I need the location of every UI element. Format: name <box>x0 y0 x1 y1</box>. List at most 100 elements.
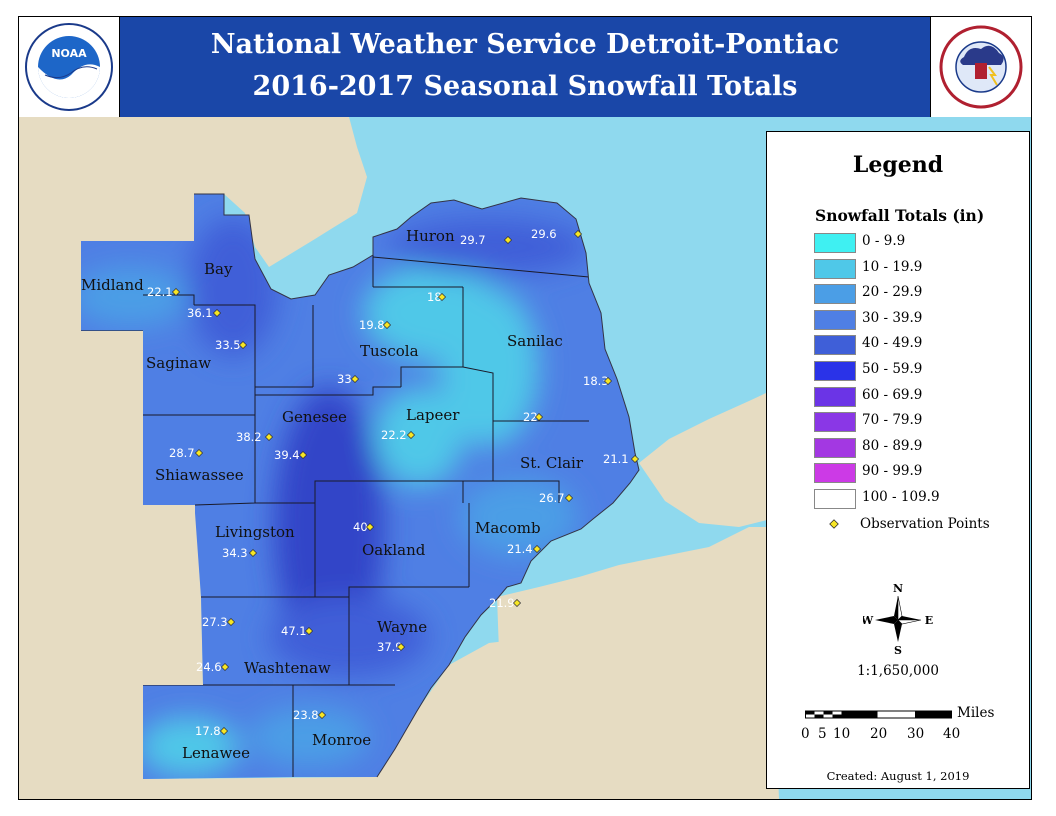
snowfall-value: 29.6 <box>531 227 557 241</box>
legend-label: 100 - 109.9 <box>862 489 940 505</box>
observation-marker <box>564 493 574 503</box>
legend-label: 80 - 89.9 <box>862 437 923 454</box>
observation-point: 36.1 <box>187 306 222 320</box>
legend-swatch <box>814 437 856 458</box>
county-label: Tuscola <box>360 342 419 360</box>
scale-tick-label: 10 <box>833 726 851 742</box>
snowfall-value: 47.1 <box>281 624 307 638</box>
observation-marker <box>298 450 308 460</box>
scale-unit: Miles <box>957 705 995 721</box>
svg-text:S: S <box>894 644 902 656</box>
snowfall-value: 33.5 <box>215 338 241 352</box>
observation-point: 26.7 <box>539 491 574 505</box>
svg-text:W: W <box>863 614 874 627</box>
observation-point: 29.7 <box>460 233 513 247</box>
observation-marker <box>220 662 230 672</box>
county-label: Midland <box>81 276 144 294</box>
legend-swatch <box>814 489 856 509</box>
compass-rose-icon: N S W E <box>863 582 933 656</box>
county-label: Bay <box>204 260 233 278</box>
scale-tick-label: 0 <box>801 726 810 742</box>
legend-label: 10 - 19.9 <box>862 258 923 275</box>
county-label: Macomb <box>475 519 541 537</box>
observation-marker <box>396 642 406 652</box>
observation-marker <box>503 235 513 245</box>
snowfall-value: 21.1 <box>603 452 629 466</box>
observation-point: 28.7 <box>169 446 204 460</box>
svg-text:E: E <box>925 614 933 627</box>
observation-marker <box>317 710 327 720</box>
snowfall-value: 38.2 <box>236 430 262 444</box>
observation-marker <box>382 320 392 330</box>
snowfall-value: 24.6 <box>196 660 222 674</box>
snowfall-value: 21.4 <box>507 542 533 556</box>
observation-marker <box>350 374 360 384</box>
county-label: Washtenaw <box>244 659 331 677</box>
observation-marker <box>171 287 181 297</box>
snowfall-value: 18 <box>427 290 442 304</box>
snowfall-value: 17.8 <box>195 724 221 738</box>
legend-label: 0 - 9.9 <box>862 233 906 249</box>
observation-point: 21.4 <box>507 542 542 556</box>
observation-point: 17.8 <box>195 724 229 738</box>
legend-swatch <box>814 412 856 433</box>
snowfall-value: 23.8 <box>293 708 319 722</box>
land <box>639 387 779 527</box>
observation-point: 29.6 <box>531 227 583 241</box>
observation-marker <box>603 376 613 386</box>
legend-subtitle: Snowfall Totals (in) <box>815 206 985 225</box>
observation-marker <box>226 617 236 627</box>
county-label: Wayne <box>377 618 427 636</box>
county-label: Monroe <box>312 731 371 749</box>
observation-marker <box>248 548 258 558</box>
legend-label: 40 - 49.9 <box>862 335 923 352</box>
scale-tick-label: 5 <box>818 726 827 742</box>
legend-label: 60 - 69.9 <box>862 386 923 403</box>
legend-swatch <box>814 361 856 381</box>
observation-marker <box>365 522 375 532</box>
observation-marker <box>512 598 522 608</box>
snowfall-value: 22 <box>523 410 538 424</box>
legend-swatch <box>814 335 856 356</box>
scale-tick-label: 30 <box>907 726 925 742</box>
county-label: St. Clair <box>520 454 584 472</box>
scale-bar <box>805 710 952 719</box>
observation-point: 22.2 <box>381 428 416 442</box>
legend-swatch <box>814 258 856 279</box>
observation-point: 27.3 <box>202 615 236 629</box>
snowfall-value: 27.3 <box>202 615 228 629</box>
observation-point-icon <box>829 519 839 529</box>
observation-point: 22.1 <box>147 285 181 299</box>
legend-label: 50 - 59.9 <box>862 361 923 377</box>
snowfall-value: 19.8 <box>359 318 385 332</box>
svg-text:N: N <box>893 582 903 595</box>
svg-text:NOAA: NOAA <box>51 47 87 60</box>
observation-marker <box>219 726 229 736</box>
observation-point: 24.6 <box>196 660 230 674</box>
observation-marker <box>212 308 222 318</box>
land <box>497 527 779 651</box>
legend-panel: Legend Snowfall Totals (in) 0 - 9.9 10 - … <box>766 131 1030 789</box>
observation-marker <box>534 412 544 422</box>
legend-label: 20 - 29.9 <box>862 284 923 301</box>
observation-point: 21.9 <box>489 596 522 610</box>
snowfall-value: 28.7 <box>169 446 195 460</box>
legend-swatch <box>814 233 856 253</box>
county-label: Saginaw <box>146 354 211 372</box>
observation-point: 40 <box>353 520 375 534</box>
snowfall-value: 39.4 <box>274 448 300 462</box>
observation-point: 39.4 <box>274 448 308 462</box>
observation-point: 33.5 <box>215 338 248 352</box>
snowfall-value: 40 <box>353 520 368 534</box>
snowfall-value: 33 <box>337 372 352 386</box>
observation-point: 33 <box>337 372 360 386</box>
snowfall-value: 29.7 <box>460 233 486 247</box>
observation-marker <box>264 432 274 442</box>
observation-point: 22 <box>523 410 544 424</box>
observation-point: 38.2 <box>236 430 274 444</box>
county-label: Lenawee <box>182 744 250 762</box>
county-label: Genesee <box>282 408 347 426</box>
observation-marker <box>304 626 314 636</box>
observation-point: 18.3 <box>583 374 613 388</box>
snowfall-value: 36.1 <box>187 306 213 320</box>
